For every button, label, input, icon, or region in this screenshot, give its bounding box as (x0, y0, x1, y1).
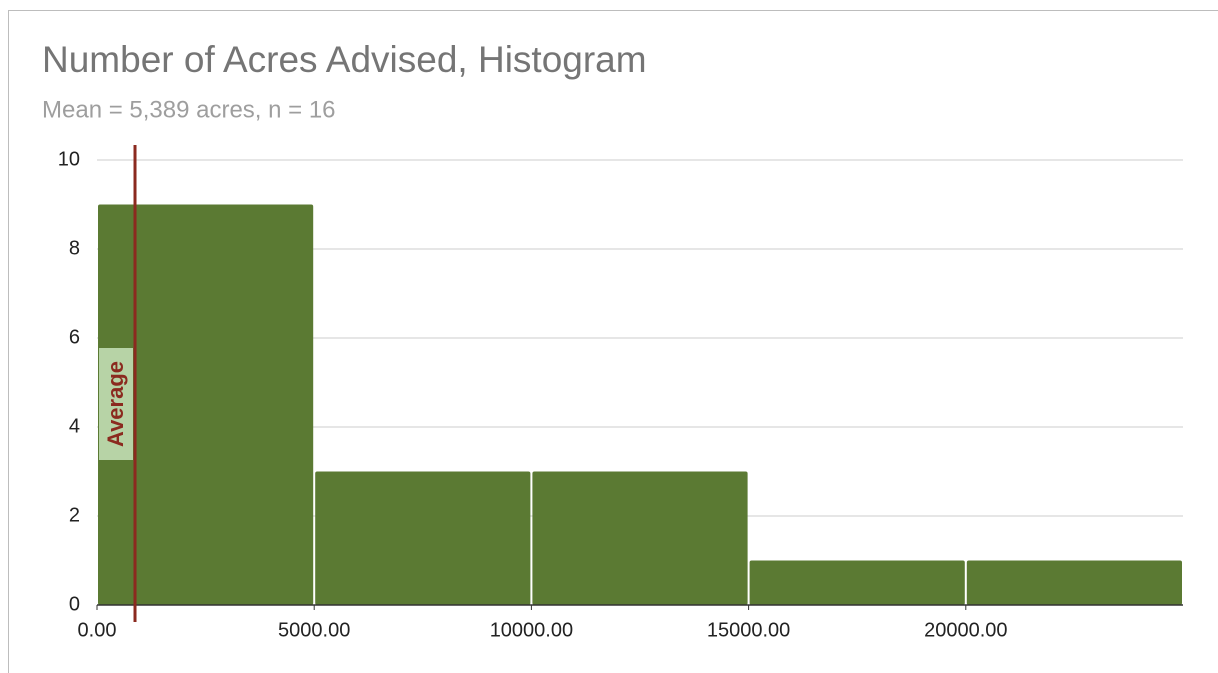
y-tick-label: 8 (69, 237, 80, 259)
chart-title: Number of Acres Advised, Histogram (42, 39, 647, 80)
x-tick-label: 10000.00 (490, 619, 573, 641)
chart-subtitle: Mean = 5,389 acres, n = 16 (42, 96, 336, 123)
bar (532, 471, 748, 605)
average-label-bg (99, 348, 133, 460)
y-tick-label: 10 (58, 148, 80, 170)
x-tick-label: 0.00 (78, 619, 117, 641)
chart-frame (8, 10, 1218, 673)
x-tick-label: 15000.00 (707, 619, 790, 641)
bar (966, 560, 1182, 605)
average-label-group: Average (99, 348, 133, 460)
y-tick-label: 6 (69, 326, 80, 348)
x-tick-label: 20000.00 (924, 619, 1007, 641)
y-tick-label: 0 (69, 593, 80, 615)
average-label: Average (103, 361, 128, 447)
bar (315, 471, 531, 605)
bar (749, 560, 965, 605)
bar (98, 204, 314, 605)
x-tick-label: 5000.00 (278, 619, 350, 641)
y-tick-label: 4 (69, 415, 80, 437)
y-tick-label: 2 (69, 504, 80, 526)
